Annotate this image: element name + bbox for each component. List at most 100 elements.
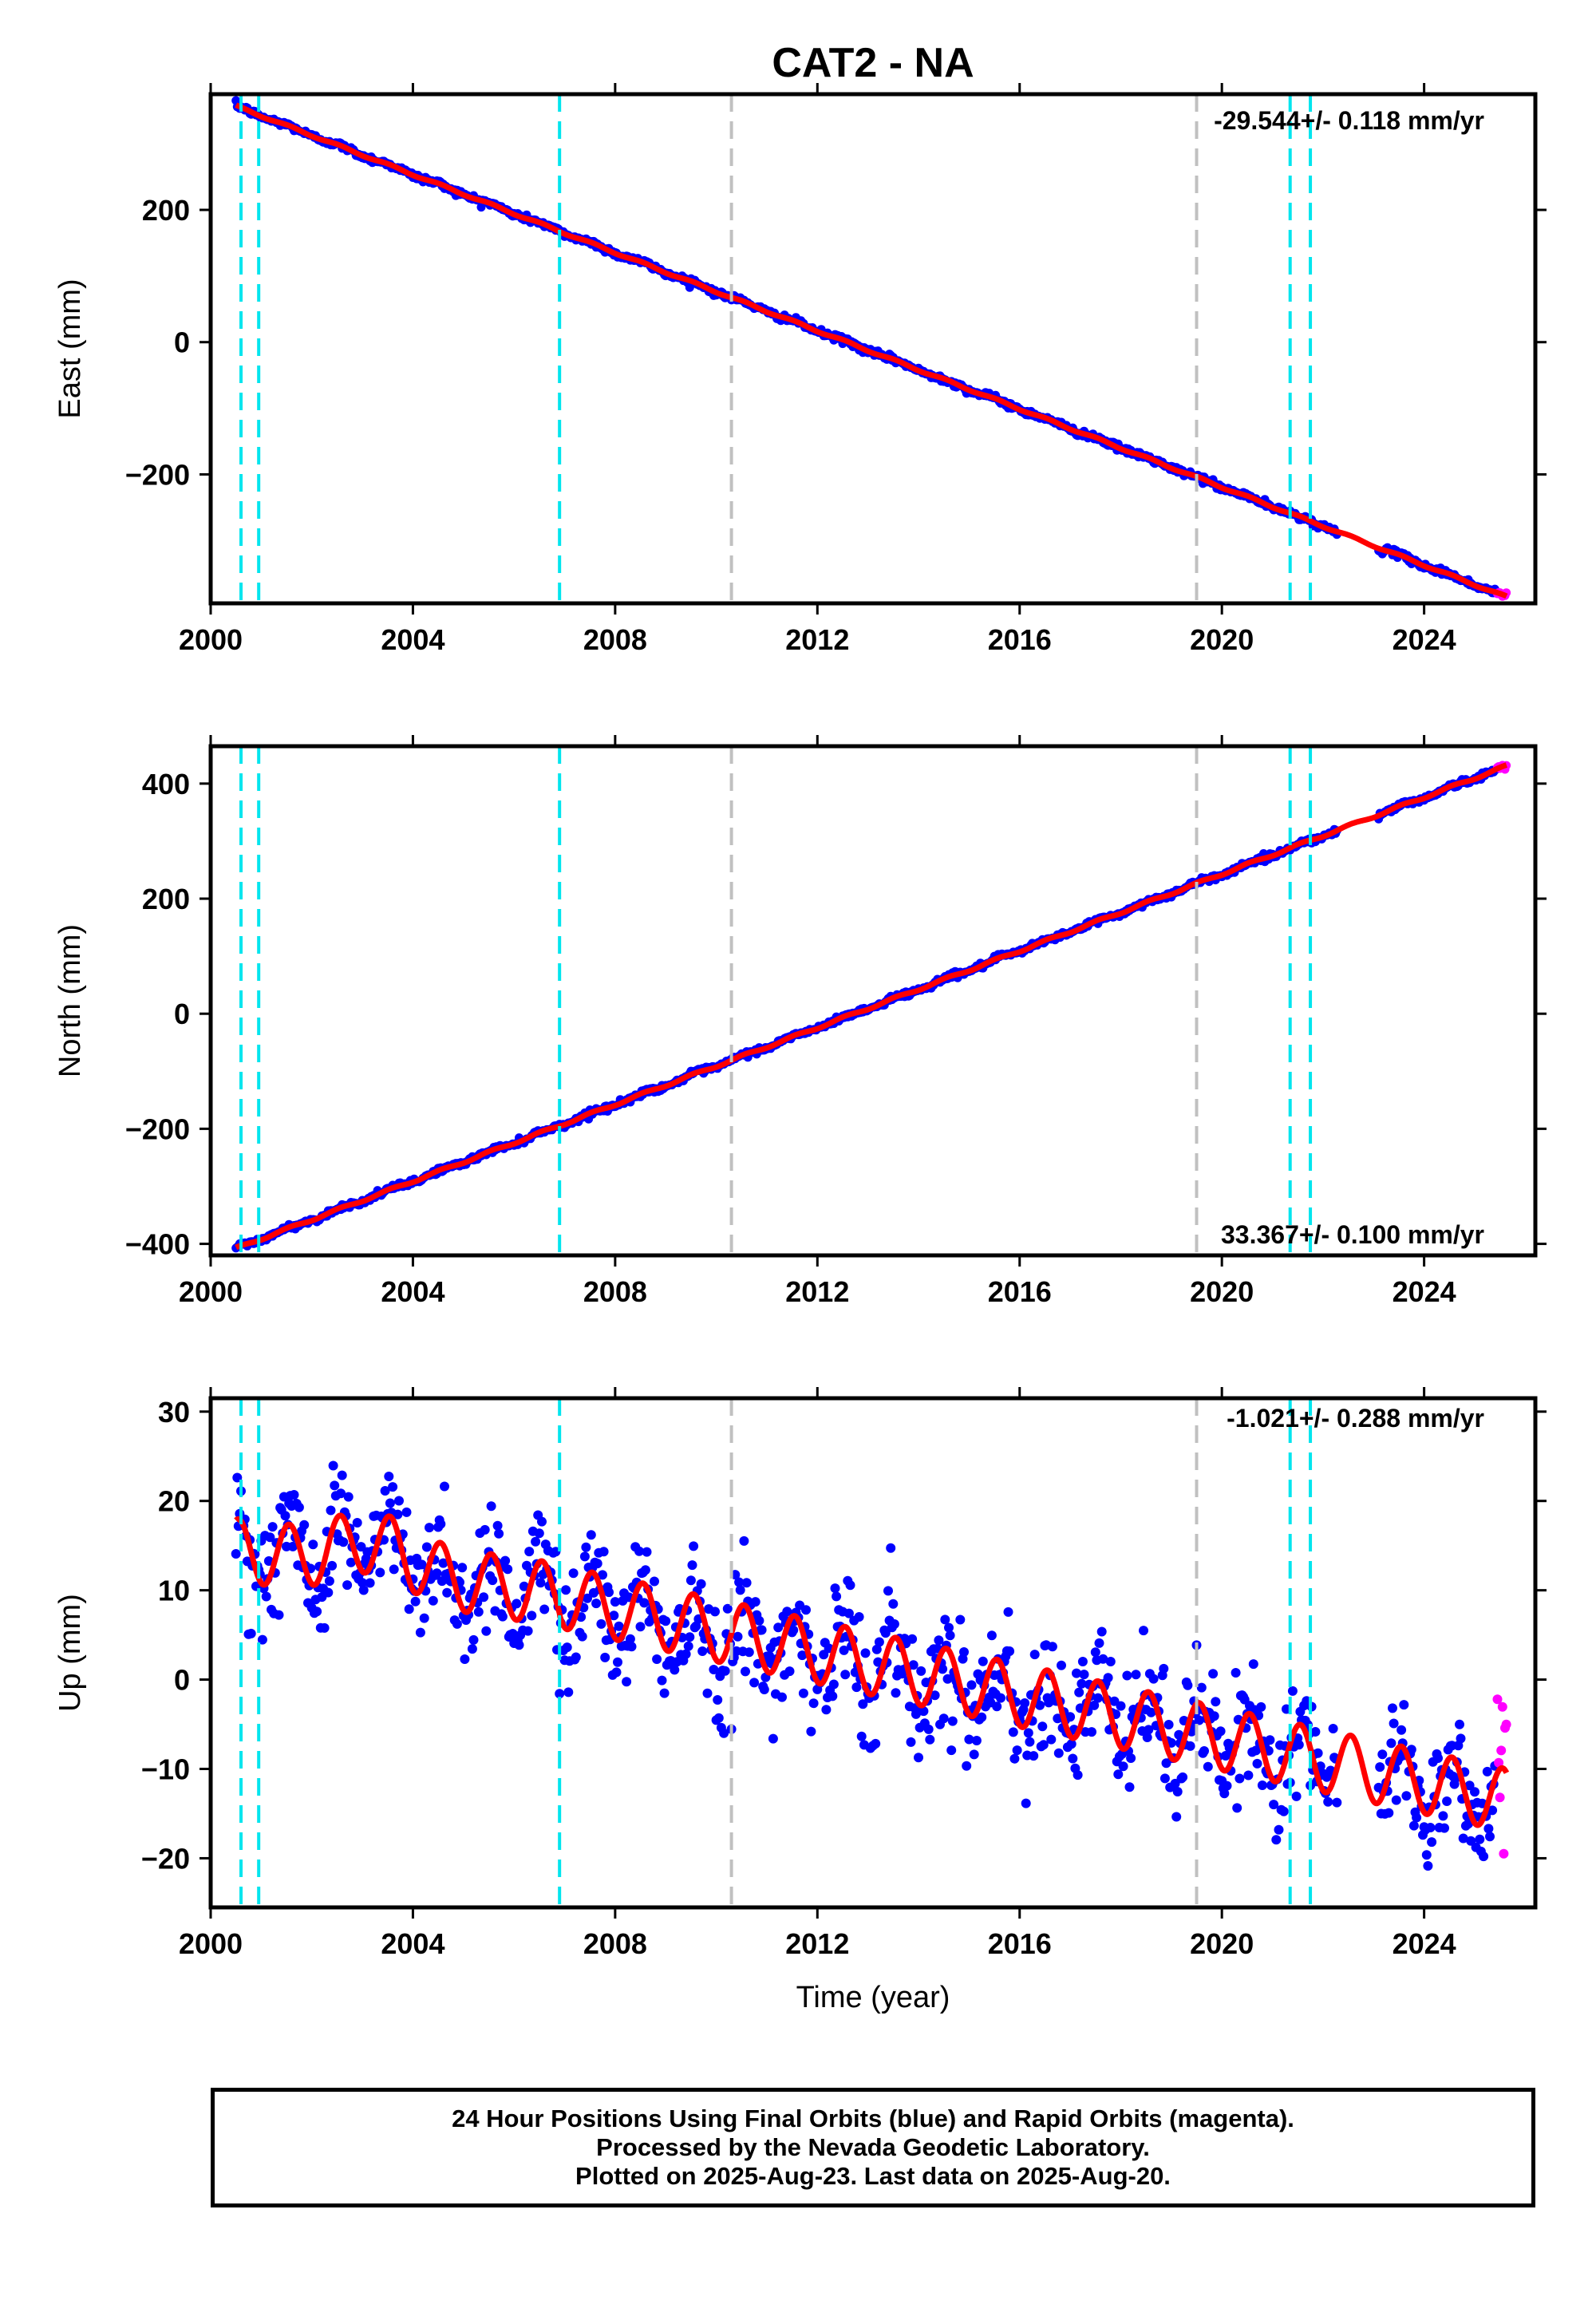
final-data-point xyxy=(1163,1720,1174,1729)
y-tick-label: −200 xyxy=(125,1113,190,1145)
final-data-point xyxy=(739,1535,749,1546)
final-data-point xyxy=(1092,1693,1103,1703)
final-data-point xyxy=(326,1505,336,1516)
final-data-point xyxy=(1274,1824,1284,1835)
final-data-point xyxy=(830,1583,840,1594)
y-tick-label: 200 xyxy=(142,194,190,227)
up-model-line xyxy=(233,1512,1510,1828)
final-data-point xyxy=(563,1687,574,1697)
final-data-point xyxy=(891,1688,901,1698)
final-data-point xyxy=(539,1604,550,1614)
final-data-point xyxy=(503,1564,513,1575)
final-data-point xyxy=(352,1518,362,1528)
final-data-point xyxy=(494,1528,504,1539)
x-tick-label: 2024 xyxy=(1393,1927,1456,1960)
final-data-point xyxy=(535,1578,546,1588)
final-data-point xyxy=(1012,1745,1022,1756)
y-tick-label: 0 xyxy=(174,998,190,1030)
x-tick-label: 2016 xyxy=(988,1927,1052,1960)
final-data-point xyxy=(1470,1787,1479,1797)
x-tick-label: 2008 xyxy=(583,1275,647,1308)
final-data-point xyxy=(650,1576,659,1587)
final-data-point xyxy=(246,1628,256,1638)
final-data-point xyxy=(635,1622,646,1632)
final-data-point xyxy=(613,1657,622,1667)
final-data-point xyxy=(604,1587,614,1598)
x-tick-label: 2012 xyxy=(785,1927,849,1960)
final-data-point xyxy=(1222,1780,1232,1791)
final-data-point xyxy=(889,1619,899,1629)
final-data-point xyxy=(1172,1787,1183,1796)
final-data-point xyxy=(330,1480,340,1491)
footer-box: 24 Hour Positions Using Final Orbits (bl… xyxy=(211,2088,1535,2207)
north-model-line xyxy=(233,762,1509,1251)
final-data-point xyxy=(1271,1835,1282,1845)
final-data-point xyxy=(294,1502,304,1512)
final-data-point xyxy=(735,1585,745,1595)
final-data-point xyxy=(562,1642,572,1653)
final-data-point xyxy=(389,1564,399,1575)
final-data-point xyxy=(1401,1791,1412,1801)
final-data-point xyxy=(1113,1769,1124,1780)
y-tick-label: −10 xyxy=(141,1753,190,1786)
final-data-point xyxy=(661,1616,671,1626)
final-data-point xyxy=(1047,1642,1057,1652)
final-data-point xyxy=(524,1547,535,1557)
final-data-point xyxy=(1399,1700,1409,1710)
model-line-segment xyxy=(233,102,1509,599)
final-data-point xyxy=(1203,1761,1213,1772)
final-data-point xyxy=(1131,1670,1141,1680)
final-data-point xyxy=(1231,1668,1241,1678)
final-data-point xyxy=(1248,1659,1258,1670)
final-data-point xyxy=(512,1599,522,1609)
final-data-point xyxy=(687,1560,697,1571)
final-data-point xyxy=(685,1632,695,1642)
final-data-point xyxy=(1265,1735,1275,1745)
final-data-point xyxy=(1328,1724,1338,1733)
up-ylabel: Up (mm) xyxy=(53,1594,87,1712)
final-data-point xyxy=(947,1716,958,1726)
final-data-point xyxy=(713,1713,724,1723)
final-data-point xyxy=(323,1587,334,1598)
final-data-point xyxy=(1433,1753,1443,1763)
rapid-data-point xyxy=(1496,1745,1507,1756)
final-data-point xyxy=(1425,1823,1436,1832)
final-data-point xyxy=(1440,1823,1449,1833)
final-data-point xyxy=(404,1604,414,1614)
final-data-point xyxy=(581,1542,591,1552)
final-data-point xyxy=(421,1542,432,1552)
y-tick-label: 30 xyxy=(158,1396,190,1429)
final-data-point xyxy=(342,1580,353,1591)
final-data-point xyxy=(689,1541,699,1551)
final-data-point xyxy=(1090,1647,1100,1658)
x-tick-label: 2020 xyxy=(1190,1927,1254,1960)
final-data-point xyxy=(639,1598,650,1608)
final-data-point xyxy=(1287,1686,1298,1696)
final-data-point xyxy=(1021,1798,1031,1808)
final-data-point xyxy=(1388,1703,1397,1713)
final-data-point xyxy=(1068,1753,1078,1764)
final-data-point xyxy=(1009,1753,1020,1764)
final-data-point xyxy=(1126,1753,1136,1763)
final-data-point xyxy=(1456,1733,1466,1744)
final-data-point xyxy=(907,1634,918,1644)
x-tick-label: 2004 xyxy=(381,623,444,656)
final-data-point xyxy=(523,1626,533,1636)
y-tick-label: 20 xyxy=(158,1485,190,1518)
final-data-point xyxy=(886,1543,896,1553)
final-data-point xyxy=(1310,1727,1321,1737)
final-data-point xyxy=(280,1511,290,1521)
x-tick-label: 2008 xyxy=(583,1927,647,1960)
x-tick-label: 2024 xyxy=(1393,623,1456,656)
final-data-point xyxy=(657,1675,667,1686)
final-data-point xyxy=(832,1591,842,1602)
final-data-point xyxy=(845,1580,855,1591)
final-data-point xyxy=(1438,1811,1448,1821)
model-line-segment xyxy=(556,1569,1510,1828)
y-tick-label: 0 xyxy=(174,326,190,359)
final-data-point xyxy=(749,1678,760,1688)
final-data-point xyxy=(1025,1737,1035,1747)
final-data-point xyxy=(586,1530,596,1540)
final-data-point xyxy=(365,1578,375,1588)
final-data-point xyxy=(319,1622,330,1633)
